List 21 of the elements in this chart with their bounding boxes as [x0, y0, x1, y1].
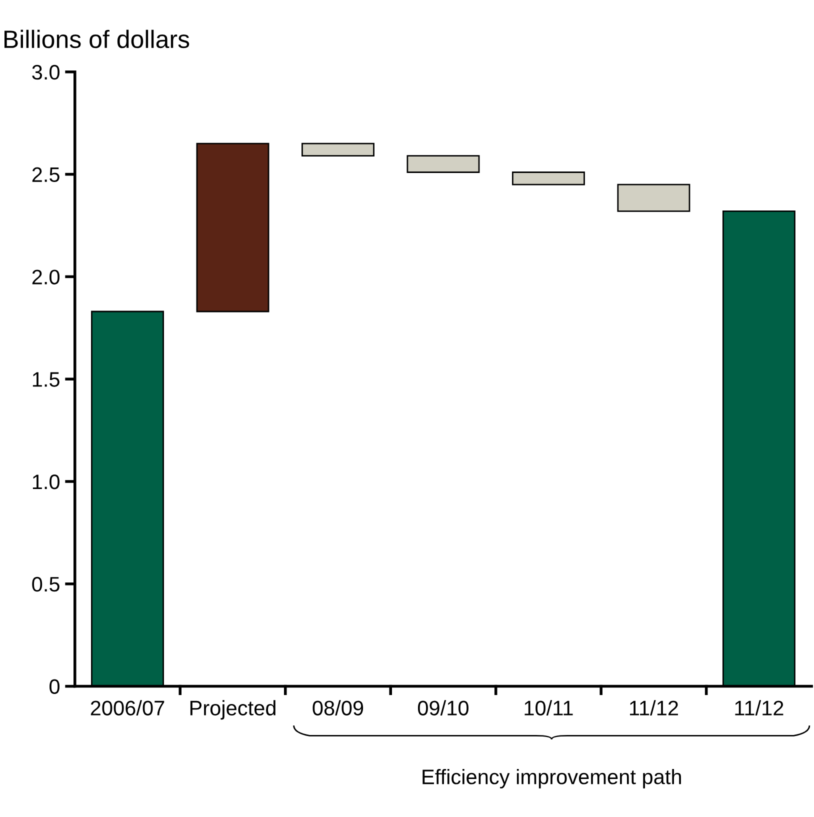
x-tick-label: 11/12: [630, 700, 678, 716]
x-tick-label: 2006/07: [90, 700, 164, 716]
x-tick-label: 11/12: [735, 700, 784, 716]
x-tick-label: 08/09: [312, 700, 364, 716]
bar: [196, 142, 270, 312]
y-tick-label: 3.0: [32, 64, 60, 80]
y-tick-label: 0.5: [32, 576, 60, 592]
x-tick-label: 10/11: [524, 700, 573, 716]
bar: [617, 184, 690, 212]
y-tick-label: 0: [50, 679, 60, 694]
bar: [406, 155, 480, 173]
y-tick-label: 1.5: [32, 372, 60, 387]
x-tick-label: Projected: [190, 700, 276, 720]
bar: [302, 142, 374, 157]
y-tick-label: 2.0: [32, 270, 60, 284]
y-tick-label: 1.0: [32, 474, 60, 490]
text: Efficiency improvement path: [422, 768, 681, 788]
y-axis-title: Billions of dollars: [4, 30, 190, 48]
x-tick-label: 09/10: [418, 700, 468, 716]
y-tick-label: 2.5: [32, 167, 60, 182]
bar: [512, 172, 585, 186]
